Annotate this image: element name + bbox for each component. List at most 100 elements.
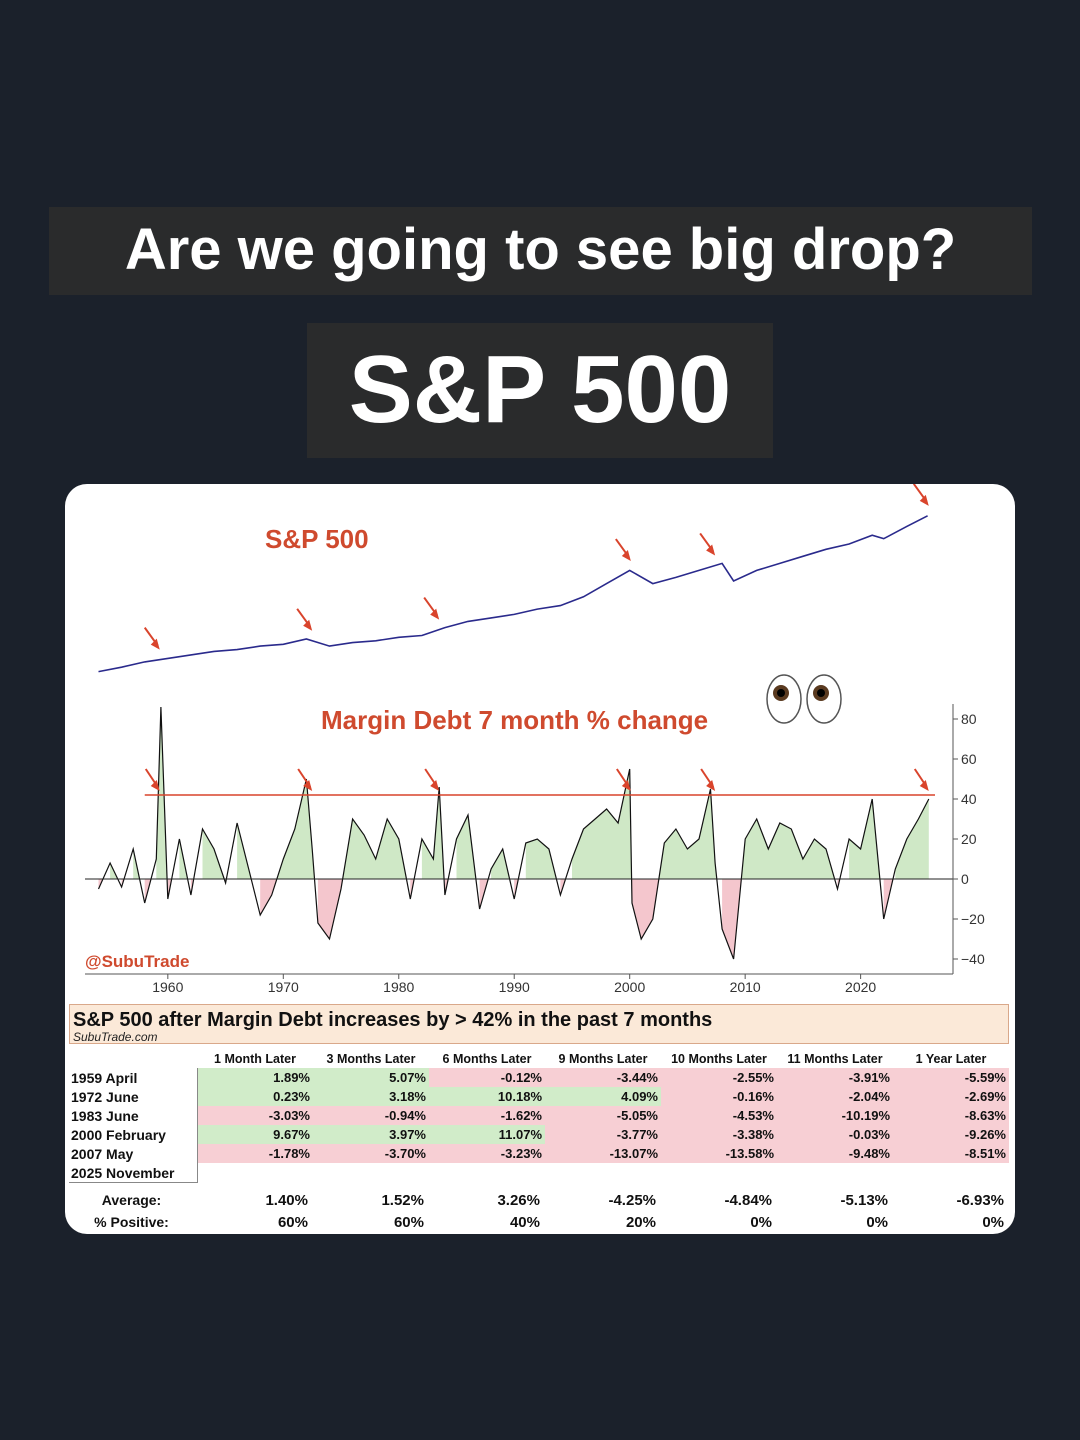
x-tick-label: 1970 xyxy=(268,979,299,995)
table-cell xyxy=(313,1163,429,1183)
table-cell: -8.63% xyxy=(893,1106,1009,1125)
headline: Are we going to see big drop? xyxy=(49,207,1032,295)
y-tick-label: 20 xyxy=(961,831,977,847)
margin-positive-area xyxy=(658,789,717,879)
table-cell: -0.03% xyxy=(777,1125,893,1144)
margin-arrow-marker xyxy=(700,768,716,791)
margin-arrow-marker xyxy=(297,768,313,791)
margin-positive-area xyxy=(421,787,445,879)
table-cell: -3.38% xyxy=(661,1125,777,1144)
table-row: 1972 June 0.23% 3.18% 10.18% 4.09% -0.16% -2.0… xyxy=(69,1087,1009,1106)
summary-label: % Positive: xyxy=(94,1214,169,1230)
table-cell: -2.69% xyxy=(893,1087,1009,1106)
y-tick-label: 0 xyxy=(961,871,969,887)
summary-cell: 0% xyxy=(750,1213,772,1231)
sp500-line xyxy=(98,515,928,673)
row-label: 1959 April xyxy=(69,1068,198,1087)
margin-debt-chart-title: Margin Debt 7 month % change xyxy=(321,705,708,735)
table-source: SubuTrade.com xyxy=(73,1030,158,1044)
summary-label: Average: xyxy=(101,1192,162,1208)
y-tick-label: 40 xyxy=(961,791,977,807)
table-cell: -0.94% xyxy=(313,1106,429,1125)
header-corner xyxy=(69,1050,197,1068)
x-tick-label: 1960 xyxy=(152,979,183,995)
summary-cell: 1.52% xyxy=(381,1191,424,1209)
watermark: @SubuTrade xyxy=(85,952,189,971)
summary-cell: 0% xyxy=(866,1213,888,1231)
table-cell: -8.51% xyxy=(893,1144,1009,1163)
margin-positive-area xyxy=(741,819,835,879)
margin-negative-area xyxy=(560,879,566,895)
table-cell: 11.07% xyxy=(429,1125,545,1144)
summary-cell: 60% xyxy=(393,1213,424,1231)
summary-cell: 60% xyxy=(277,1213,308,1231)
table-cell: 10.18% xyxy=(429,1087,545,1106)
table-cell xyxy=(429,1163,545,1183)
table-row: 2025 November xyxy=(69,1163,1009,1183)
chart-svg: 80 60 40 20 0 −20 −40 1960 1970 1980 1990 2000 2010 2… xyxy=(85,484,985,995)
sp500-chart-title: S&P 500 xyxy=(265,524,369,554)
table-cell: -13.58% xyxy=(661,1144,777,1163)
table-cell: -1.78% xyxy=(197,1144,313,1163)
sp500-arrow-marker xyxy=(615,538,631,562)
table-cell: -0.12% xyxy=(429,1068,545,1087)
margin-negative-area xyxy=(722,879,742,959)
table-cell: -13.07% xyxy=(545,1144,661,1163)
table-row: 2000 February 9.67% 3.97% 11.07% -3.77% -3.38… xyxy=(69,1125,1009,1144)
subheadline: S&P 500 xyxy=(307,323,773,458)
table-cell: 5.07% xyxy=(313,1068,429,1087)
table-cell: 0.23% xyxy=(197,1087,313,1106)
table-cell: 3.18% xyxy=(313,1087,429,1106)
margin-debt-line xyxy=(97,706,930,960)
row-label: 2025 November xyxy=(69,1163,198,1183)
column-header: 1 Year Later xyxy=(915,1052,987,1066)
table-cell: -10.19% xyxy=(777,1106,893,1125)
column-header: 6 Months Later xyxy=(442,1052,532,1066)
table-row: 1983 June -3.03% -0.94% -1.62% -5.05% -4.53% -… xyxy=(69,1106,1009,1125)
summary-cell: -5.13% xyxy=(840,1191,888,1209)
margin-negative-area xyxy=(317,879,343,939)
margin-positive-area xyxy=(572,769,632,879)
table-cell xyxy=(545,1163,661,1183)
margin-positive-area xyxy=(342,819,407,879)
table-cell: -3.77% xyxy=(545,1125,661,1144)
column-header: 10 Months Later xyxy=(671,1052,767,1066)
table-cell: -3.70% xyxy=(313,1144,429,1163)
y-tick-label: −20 xyxy=(961,911,985,927)
row-label: 1972 June xyxy=(69,1087,198,1106)
table-cell xyxy=(197,1163,313,1183)
table-cell xyxy=(661,1163,777,1183)
summary-cell: 40% xyxy=(509,1213,540,1231)
y-tick-label: −40 xyxy=(961,951,985,967)
x-tick-label: 1990 xyxy=(499,979,530,995)
x-tick-label: 2010 xyxy=(730,979,761,995)
y-tick-label: 60 xyxy=(961,751,977,767)
y-tick-label: 80 xyxy=(961,711,977,727)
sp500-arrow-marker xyxy=(296,608,313,631)
row-label: 2000 February xyxy=(69,1125,198,1144)
x-tick-label: 2000 xyxy=(614,979,645,995)
average-row: Average: 1.40% 1.52% 3.26% -4.25% -4.84% -5.13… xyxy=(69,1189,1009,1211)
table-cell: 1.89% xyxy=(197,1068,313,1087)
column-header: 11 Months Later xyxy=(787,1052,883,1066)
column-header: 3 Months Later xyxy=(326,1052,416,1066)
column-header: 1 Month Later xyxy=(214,1052,296,1066)
positive-row: % Positive: 60% 60% 40% 20% 0% 0% 0% xyxy=(69,1211,1009,1233)
table-cell: -3.44% xyxy=(545,1068,661,1087)
margin-positive-area xyxy=(133,849,140,879)
sp500-arrow-marker xyxy=(699,532,716,556)
summary-cell: -4.84% xyxy=(724,1191,772,1209)
sp500-arrow-marker xyxy=(423,596,440,620)
summary-cell: 0% xyxy=(982,1213,1004,1231)
table-cell: 9.67% xyxy=(197,1125,313,1144)
margin-positive-area xyxy=(110,863,118,879)
margin-negative-area xyxy=(632,879,659,939)
table-title-box: S&P 500 after Margin Debt increases by >… xyxy=(69,1004,1009,1044)
chart-card: 80 60 40 20 0 −20 −40 1960 1970 1980 1990 2000 2010 2… xyxy=(65,484,1015,1234)
row-label: 1983 June xyxy=(69,1106,198,1125)
margin-positive-area xyxy=(491,849,510,879)
table-cell: -5.05% xyxy=(545,1106,661,1125)
column-header: 9 Months Later xyxy=(558,1052,648,1066)
sp500-arrow-marker xyxy=(143,627,160,650)
table-cell: -3.03% xyxy=(197,1106,313,1125)
